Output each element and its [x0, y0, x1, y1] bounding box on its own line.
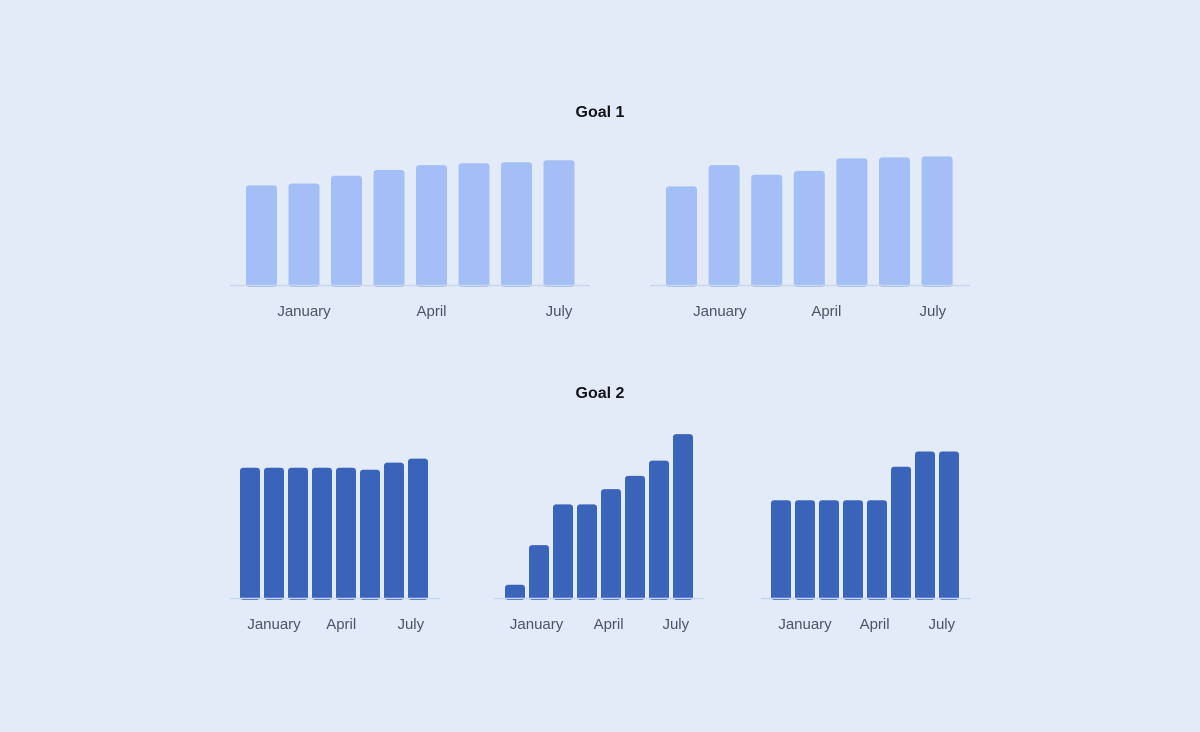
bar-january — [666, 186, 697, 287]
goal-1-title: Goal 1 — [575, 104, 625, 121]
bar-may — [836, 158, 868, 287]
bar-february — [529, 545, 549, 600]
bar-june — [879, 157, 910, 287]
x-tick-label: July — [919, 303, 946, 320]
bar-april — [793, 170, 825, 287]
goal-2-chart-right: January April July — [761, 451, 971, 633]
goal-2-chart-middle: January April July — [494, 434, 704, 633]
bar-august — [408, 458, 428, 600]
bar-august — [939, 451, 959, 600]
bar-february — [708, 165, 740, 287]
bar-april — [577, 504, 597, 600]
x-tick-label: January — [778, 616, 832, 633]
bar-july — [384, 462, 404, 600]
x-tick-label: April — [860, 616, 890, 633]
bar-april — [312, 467, 332, 600]
bar-may — [336, 467, 356, 600]
bar-july — [501, 162, 532, 287]
x-tick-label: January — [693, 303, 747, 320]
bar-march — [553, 504, 573, 600]
bar-july — [649, 460, 669, 600]
bar-april — [373, 169, 405, 287]
x-tick-label: April — [416, 303, 446, 320]
bar-january — [505, 584, 525, 600]
x-tick-label: January — [510, 616, 564, 633]
bar-february — [264, 467, 284, 600]
bar-june — [625, 475, 645, 600]
bar-january — [771, 500, 791, 600]
x-tick-label: July — [662, 616, 689, 633]
goal-1-chart-right: January April July — [650, 156, 970, 320]
x-tick-label: January — [247, 616, 301, 633]
bar-january — [240, 467, 260, 600]
bar-june — [458, 163, 490, 287]
bar-may — [416, 165, 447, 287]
bar-february — [795, 500, 815, 600]
goal-2-title: Goal 2 — [575, 385, 625, 402]
x-tick-label: July — [928, 616, 955, 633]
x-tick-label: January — [277, 303, 331, 320]
goal-1-chart-left: January April July — [230, 160, 590, 320]
x-tick-label: April — [326, 616, 356, 633]
bar-august — [543, 160, 575, 287]
bar-march — [751, 174, 783, 287]
bar-july — [921, 156, 953, 287]
x-tick-label: April — [594, 616, 624, 633]
x-tick-label: July — [397, 616, 424, 633]
bar-march — [331, 175, 362, 287]
goal-2-chart-left: January April July — [230, 458, 440, 633]
bar-march — [819, 500, 839, 600]
bar-may — [601, 489, 621, 600]
bar-march — [288, 467, 308, 600]
bar-july — [915, 451, 935, 600]
bar-june — [891, 466, 911, 600]
bar-august — [673, 434, 693, 600]
bar-april — [843, 500, 863, 600]
bar-january — [246, 185, 277, 287]
bar-february — [288, 183, 320, 287]
x-tick-label: July — [546, 303, 573, 320]
bar-may — [867, 500, 887, 600]
x-tick-label: April — [811, 303, 841, 320]
bar-june — [360, 469, 380, 600]
